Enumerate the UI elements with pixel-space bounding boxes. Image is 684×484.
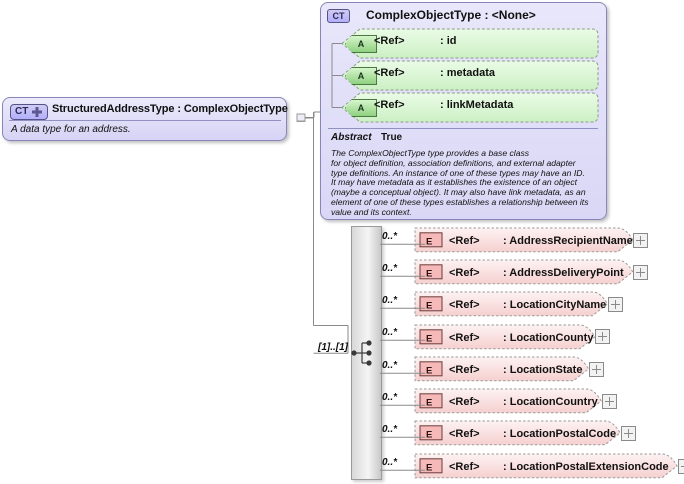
svg-text:<Ref>: <Ref>	[449, 461, 480, 473]
svg-text:E: E	[426, 236, 432, 247]
svg-text:<Ref>: <Ref>	[449, 267, 480, 279]
svg-text:: LocationCountry: : LocationCountry	[503, 396, 599, 408]
svg-text:<Ref>: <Ref>	[449, 428, 480, 440]
svg-text:E: E	[426, 301, 432, 312]
svg-text:0..*: 0..*	[382, 424, 398, 435]
svg-text:<Ref>: <Ref>	[449, 396, 480, 408]
svg-text:E: E	[426, 462, 432, 473]
svg-text:0..*: 0..*	[382, 263, 398, 274]
svg-text:0..*: 0..*	[382, 360, 398, 371]
svg-text:0..*: 0..*	[382, 231, 398, 242]
svg-text:E: E	[426, 365, 432, 376]
svg-text:: LocationCityName: : LocationCityName	[503, 299, 606, 311]
svg-text:: LocationPostalCode: : LocationPostalCode	[503, 428, 616, 440]
svg-text:<Ref>: <Ref>	[449, 235, 480, 247]
svg-text:: LocationState: : LocationState	[503, 364, 582, 376]
svg-text:[1]..[1]: [1]..[1]	[317, 342, 349, 353]
svg-text:E: E	[426, 268, 432, 279]
svg-text:<Ref>: <Ref>	[449, 331, 480, 343]
svg-text:: LocationCounty: : LocationCounty	[503, 331, 594, 343]
svg-text:0..*: 0..*	[382, 457, 398, 468]
svg-text:0..*: 0..*	[382, 327, 398, 338]
svg-text:<Ref>: <Ref>	[449, 299, 480, 311]
svg-text:: AddressRecipientName: : AddressRecipientName	[503, 235, 633, 247]
svg-text:0..*: 0..*	[382, 392, 398, 403]
svg-text:: LocationPostalExtensionCode: : LocationPostalExtensionCode	[503, 461, 669, 473]
svg-text:E: E	[426, 430, 432, 441]
svg-text:E: E	[426, 397, 432, 408]
svg-text:0..*: 0..*	[382, 295, 398, 306]
svg-text:E: E	[426, 333, 432, 344]
svg-text:<Ref>: <Ref>	[449, 364, 480, 376]
svg-text:: AddressDeliveryPoint: : AddressDeliveryPoint	[503, 267, 624, 279]
